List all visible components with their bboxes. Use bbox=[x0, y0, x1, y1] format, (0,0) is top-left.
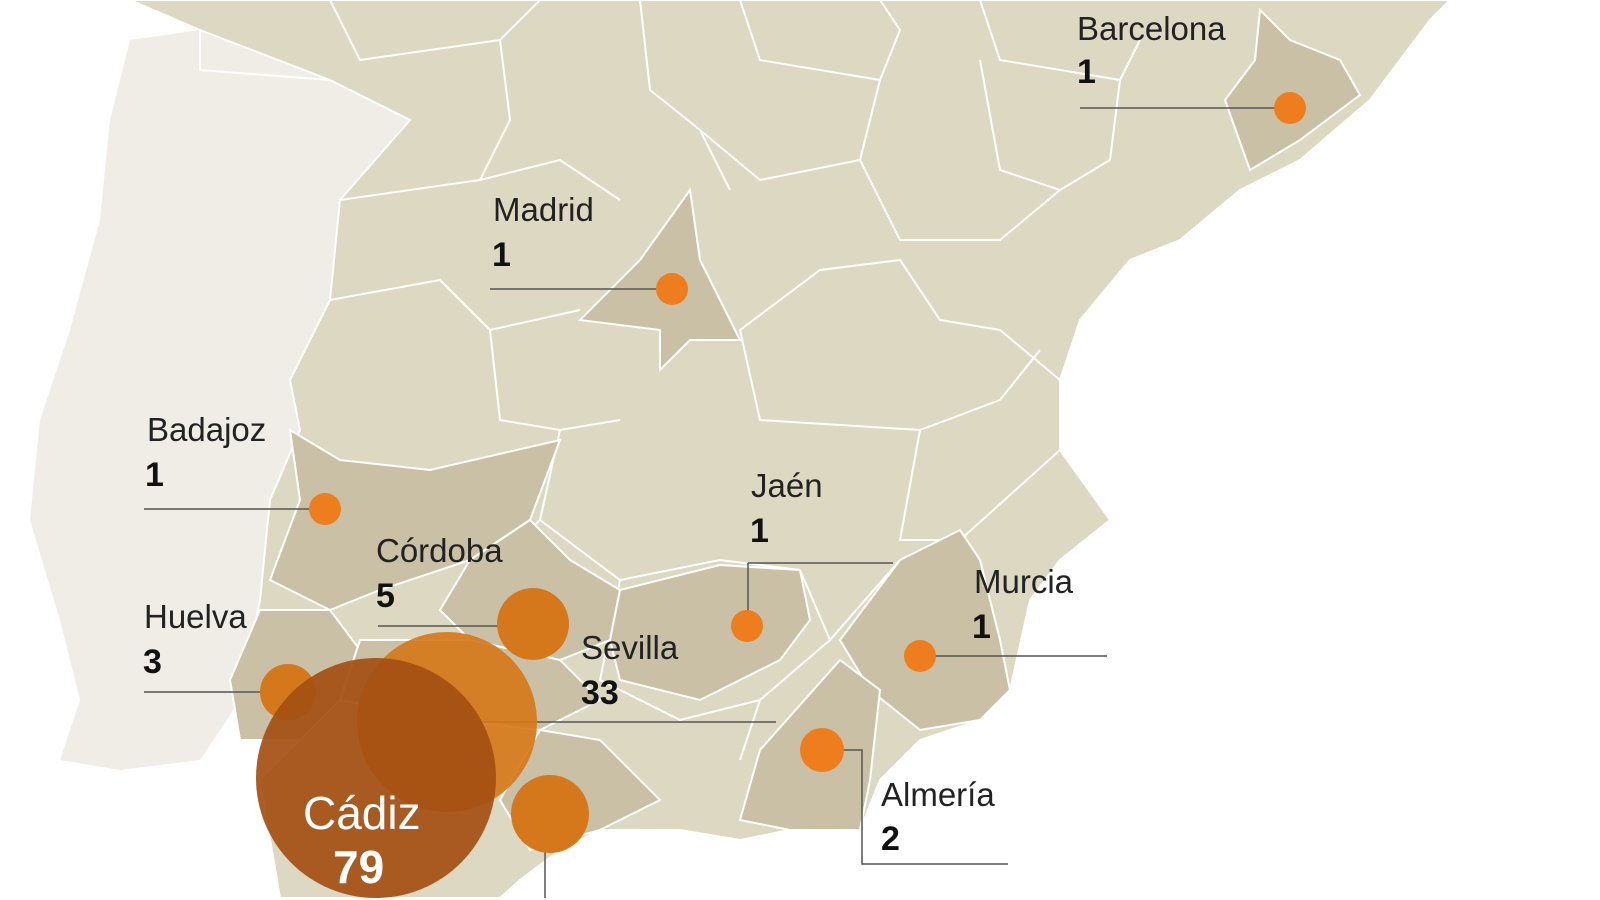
value-jaen: 1 bbox=[750, 512, 769, 550]
label-huelva: Huelva bbox=[144, 598, 247, 635]
bubble-cadiz bbox=[256, 658, 496, 898]
label-barcelona: Barcelona bbox=[1077, 10, 1226, 47]
value-cadiz: 79 bbox=[333, 841, 385, 893]
bubble-malaga bbox=[511, 775, 589, 853]
portugal-land bbox=[30, 30, 410, 770]
bubbles bbox=[256, 92, 1306, 898]
bubble-murcia bbox=[904, 640, 936, 672]
value-sevilla: 33 bbox=[581, 674, 619, 712]
bubble-almeria bbox=[800, 728, 844, 772]
value-cordoba: 5 bbox=[376, 577, 395, 615]
label-cadiz: Cádiz bbox=[303, 787, 421, 839]
label-badajoz: Badajoz bbox=[147, 411, 267, 448]
bubble-jaen bbox=[731, 610, 763, 642]
label-cordoba: Córdoba bbox=[376, 532, 503, 569]
value-almeria: 2 bbox=[881, 820, 900, 858]
value-madrid: 1 bbox=[492, 236, 511, 274]
label-jaen: Jaén bbox=[751, 467, 823, 504]
bubble-madrid bbox=[656, 273, 688, 305]
value-huelva: 3 bbox=[143, 643, 162, 681]
bubble-barcelona bbox=[1274, 92, 1306, 124]
value-murcia: 1 bbox=[972, 608, 991, 646]
label-murcia: Murcia bbox=[974, 563, 1074, 600]
bubble-badajoz bbox=[309, 493, 341, 525]
province-jaen bbox=[608, 563, 812, 702]
value-barcelona: 1 bbox=[1077, 53, 1096, 91]
label-sevilla: Sevilla bbox=[581, 629, 679, 666]
label-almeria: Almería bbox=[881, 776, 995, 813]
value-badajoz: 1 bbox=[145, 456, 164, 494]
province-murcia bbox=[838, 528, 1012, 732]
province-barcelona bbox=[1223, 7, 1362, 172]
label-madrid: Madrid bbox=[493, 191, 594, 228]
bubble-cordoba bbox=[497, 588, 569, 660]
